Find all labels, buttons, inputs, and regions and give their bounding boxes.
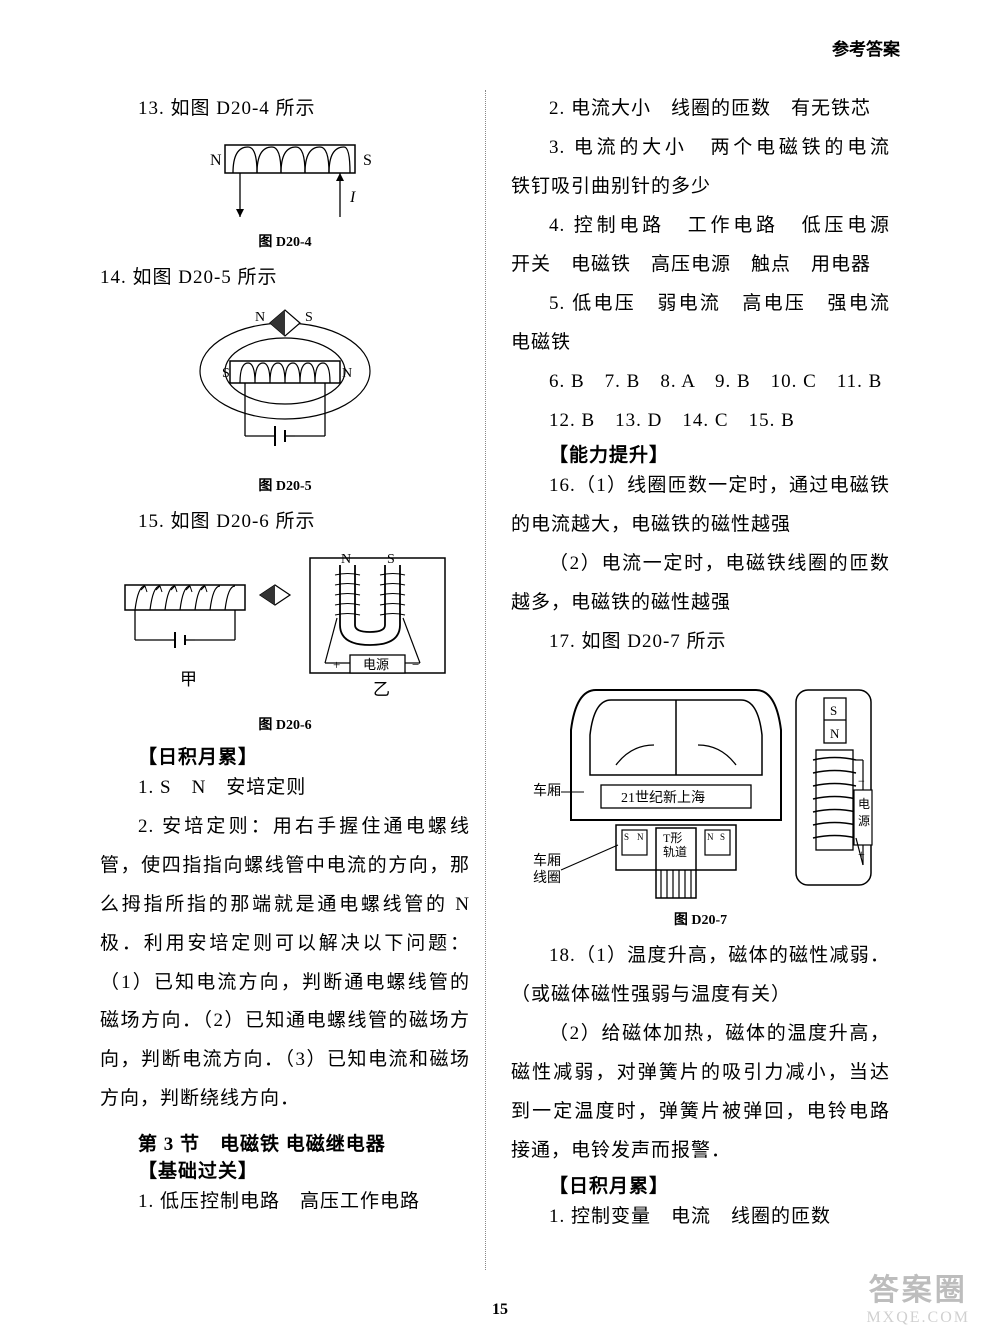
svg-text:S: S xyxy=(624,832,629,842)
label-n-right: N xyxy=(830,726,840,741)
label-power1: 电 xyxy=(858,797,870,811)
figure-d20-4: N S I 图 D20-4 xyxy=(100,137,470,251)
left-column: 13. 如图 D20-4 所示 N S I 图 D20-4 14. 如图 D20… xyxy=(100,90,485,1270)
figure-d20-7: 21世纪新上海 车厢 SN NS T形 轨道 车厢 线圈 xyxy=(511,670,890,929)
figure-d20-5: S N N S 图 D20-5 xyxy=(100,306,470,495)
figure-d20-6: 甲 N S 电源 + − 乙 xyxy=(100,550,470,734)
r17-text: 17. 如图 D20-7 所示 xyxy=(511,623,890,662)
label-n: N xyxy=(210,152,222,169)
a2-text: 2. 安培定则：用右手握住通电螺线管，使四指指向螺线管中电流的方向，那么拇指所指… xyxy=(100,808,470,1120)
svg-text:N: N xyxy=(707,832,714,842)
r5-text: 5. 低电压 弱电流 高电压 强电流 电磁铁 xyxy=(511,285,890,363)
r12-text: 12. B 13. D 14. C 15. B xyxy=(511,402,890,441)
r6-text: 6. B 7. B 8. A 9. B 10. C 11. B xyxy=(511,363,890,402)
label-train-title: 21世纪新上海 xyxy=(621,790,705,806)
a1-text: 1. S N 安培定则 xyxy=(100,769,470,808)
label-n: N xyxy=(341,552,351,567)
two-column-layout: 13. 如图 D20-4 所示 N S I 图 D20-4 14. 如图 D20… xyxy=(100,90,920,1270)
page-header: 参考答案 xyxy=(832,35,900,60)
r4-text: 4. 控制电路 工作电路 低压电源 开关 电磁铁 高压电源 触点 用电器 xyxy=(511,207,890,285)
label-jia: 甲 xyxy=(180,670,197,689)
label-s2: S xyxy=(305,310,313,325)
label-n2: N xyxy=(255,310,265,325)
r16b-text: （2）电流一定时，电磁铁线圈的匝数越多，电磁铁的磁性越强 xyxy=(511,545,890,623)
svg-text:+: + xyxy=(333,657,340,672)
label-t-track: T形 xyxy=(663,831,682,845)
label-n: N xyxy=(342,366,352,381)
accumulate-head: 【日积月累】 xyxy=(100,742,470,769)
svg-text:S: S xyxy=(720,832,725,842)
ability-head: 【能力提升】 xyxy=(511,440,890,467)
watermark-top: 答案圈 xyxy=(866,1265,970,1309)
r2-text: 2. 电流大小 线圈的匝数 有无铁芯 xyxy=(511,90,890,129)
right-column: 2. 电流大小 线圈的匝数 有无铁芯 3. 电流的大小 两个电磁铁的电流 铁钉吸… xyxy=(485,90,890,1270)
r16-text: 16.（1）线圈匝数一定时，通过电磁铁的电流越大，电磁铁的磁性越强 xyxy=(511,467,890,545)
r18-text: 18.（1）温度升高，磁体的磁性减弱．（或磁体磁性强弱与温度有关） xyxy=(511,937,890,1015)
q15-text: 15. 如图 D20-6 所示 xyxy=(100,503,470,542)
page-number: 15 xyxy=(492,1301,508,1319)
label-s: S xyxy=(222,366,230,381)
q13-text: 13. 如图 D20-4 所示 xyxy=(100,90,470,129)
label-s: S xyxy=(387,552,395,567)
q14-text: 14. 如图 D20-5 所示 xyxy=(100,259,470,298)
section3-head: 第 3 节 电磁铁 电磁继电器 xyxy=(100,1129,470,1156)
r-last-text: 1. 控制变量 电流 线圈的匝数 xyxy=(511,1198,890,1237)
basic-head: 【基础过关】 xyxy=(100,1156,470,1183)
label-source: 电源 xyxy=(363,657,389,672)
watermark: 答案圈 MXQE.COM xyxy=(866,1265,970,1327)
fig7-caption: 图 D20-7 xyxy=(511,909,890,929)
svg-text:线圈: 线圈 xyxy=(533,870,561,886)
svg-text:−: − xyxy=(858,774,865,788)
label-s: S xyxy=(363,152,372,169)
watermark-bot: MXQE.COM xyxy=(866,1309,970,1327)
label-i: I xyxy=(349,189,356,206)
fig6-caption: 图 D20-6 xyxy=(100,714,470,734)
label-s-right: S xyxy=(830,703,837,718)
label-yi: 乙 xyxy=(373,680,390,699)
svg-text:轨道: 轨道 xyxy=(663,845,687,859)
accu2-head: 【日积月累】 xyxy=(511,1171,890,1198)
fig4-caption: 图 D20-4 xyxy=(100,231,470,251)
fig5-caption: 图 D20-5 xyxy=(100,475,470,495)
label-car-coil: 车厢 xyxy=(533,852,561,869)
b1-text: 1. 低压控制电路 高压工作电路 xyxy=(100,1183,470,1222)
r3-text: 3. 电流的大小 两个电磁铁的电流 铁钉吸引曲别针的多少 xyxy=(511,129,890,207)
label-car: 车厢 xyxy=(533,782,561,799)
r18b-text: （2）给磁体加热，磁体的温度升高，磁性减弱，对弹簧片的吸引力减小，当达到一定温度… xyxy=(511,1015,890,1171)
svg-text:源: 源 xyxy=(858,814,870,828)
svg-text:N: N xyxy=(637,832,644,842)
